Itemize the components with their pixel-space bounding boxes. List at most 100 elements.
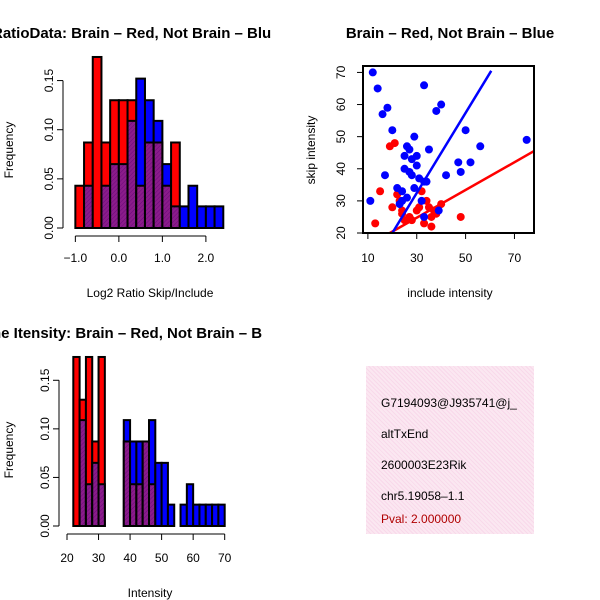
point-brain xyxy=(415,203,424,212)
point-not-brain xyxy=(398,196,407,205)
scatter-x-tick-label: 30 xyxy=(410,251,424,265)
point-not-brain xyxy=(368,68,377,77)
scatter-y-tick-label: 20 xyxy=(334,226,348,240)
intensity-ylabel: Frequency xyxy=(2,422,16,479)
point-brain xyxy=(390,139,399,148)
intensity-y-tick-label: 0.10 xyxy=(38,417,52,441)
scatter-x-tick-label: 10 xyxy=(361,251,375,265)
ratio-y-tick-label: 0.10 xyxy=(42,118,56,142)
point-brain xyxy=(437,200,446,209)
ratio-y-tick-label: 0.05 xyxy=(42,167,56,191)
point-not-brain xyxy=(410,132,419,141)
point-not-brain xyxy=(466,158,475,167)
point-not-brain xyxy=(476,142,485,151)
point-not-brain xyxy=(373,84,382,93)
intensity-bar-overlap xyxy=(97,483,106,528)
point-not-brain xyxy=(420,212,429,221)
ratio-bar-overlap xyxy=(135,184,146,229)
point-brain xyxy=(456,212,465,221)
point-not-brain xyxy=(407,171,416,180)
intensity-x-tick-label: 50 xyxy=(155,551,169,565)
scatter-x-tick-label: 50 xyxy=(459,251,473,265)
ratio-bar-overlap xyxy=(100,184,112,229)
info-box: G7194093@J935741@j_ altTxEnd 2600003E23R… xyxy=(366,366,534,534)
point-brain xyxy=(376,187,385,196)
ratio-y-tick-label: 0.00 xyxy=(42,216,56,240)
intensity-axes: 20 30 40 50 60 70 0.00 0.05 0.10 0.15 xyxy=(38,368,232,565)
point-not-brain xyxy=(383,103,392,112)
intensity-panel: ne Itensity: Brain – Red, Not Brain – B … xyxy=(0,325,262,600)
point-not-brain xyxy=(437,100,446,109)
scatter-y-tick-label: 40 xyxy=(334,162,348,176)
intensity-x-tick-label: 60 xyxy=(186,551,200,565)
point-not-brain xyxy=(412,151,421,160)
scatter-axes: 10 30 50 70 20 30 40 50 60 70 xyxy=(334,65,535,265)
intensity-x-tick-label: 70 xyxy=(218,551,232,565)
intensity-x-tick-label: 30 xyxy=(92,551,106,565)
fit-line-not-brain xyxy=(391,70,493,233)
point-not-brain xyxy=(424,145,433,154)
scatter-x-tick-label: 70 xyxy=(508,251,522,265)
scatter-y-tick-label: 60 xyxy=(334,98,348,112)
point-brain xyxy=(420,219,429,228)
point-not-brain xyxy=(461,126,470,135)
scatter-content xyxy=(366,68,534,233)
point-not-brain xyxy=(405,145,414,154)
scatter-xlabel: include intensity xyxy=(407,286,492,300)
ratio-bar-overlap xyxy=(143,141,155,229)
ratio-x-tick-label: 0.0 xyxy=(111,251,128,265)
point-not-brain xyxy=(442,171,451,180)
ratio-x-tick-label: 2.0 xyxy=(198,251,215,265)
intensity-x-tick-label: 40 xyxy=(123,551,137,565)
point-not-brain xyxy=(432,106,441,115)
point-not-brain xyxy=(434,206,443,215)
ratio-bar-brain xyxy=(91,55,103,229)
intensity-xlabel: Intensity xyxy=(128,586,173,600)
ratio-xlabel: Log2 Ratio Skip/Include xyxy=(87,286,214,300)
info-id: G7194093@J935741@j_ xyxy=(381,396,517,410)
point-not-brain xyxy=(522,135,531,144)
scatter-ylabel: skip intensity xyxy=(304,116,318,185)
info-gene: 2600003E23Rik xyxy=(381,458,467,472)
point-not-brain xyxy=(400,151,409,160)
point-not-brain xyxy=(366,196,375,205)
point-not-brain xyxy=(454,158,463,167)
ratio-bar-not-brain xyxy=(213,205,225,229)
point-not-brain xyxy=(422,177,431,186)
ratio-bar-overlap xyxy=(83,184,94,229)
intensity-bars xyxy=(72,355,226,528)
ratio-bar-brain xyxy=(74,184,86,229)
point-brain xyxy=(427,222,436,231)
scatter-frame xyxy=(362,65,535,234)
scatter-panel: Brain – Red, Not Brain – Blue 10 30 50 70 20… xyxy=(304,25,554,300)
point-not-brain xyxy=(388,126,397,135)
point-not-brain xyxy=(417,196,426,205)
ratio-bar-overlap xyxy=(152,141,164,229)
point-brain xyxy=(371,219,380,228)
point-not-brain xyxy=(378,110,387,119)
scatter-title: Brain – Red, Not Brain – Blue xyxy=(346,25,554,42)
scatter-plot-area xyxy=(366,68,534,233)
ratio-bar-overlap xyxy=(161,184,173,229)
ratio-bar-not-brain xyxy=(204,205,216,229)
ratio-bar-overlap xyxy=(126,119,138,229)
ratio-bar-not-brain xyxy=(187,184,199,229)
ratio-y-tick-label: 0.15 xyxy=(42,69,56,93)
intensity-bar-not-brain xyxy=(160,461,169,528)
point-not-brain xyxy=(380,171,389,180)
ratio-bar-not-brain xyxy=(196,205,207,229)
ratio-x-tick-label: −1.0 xyxy=(63,251,87,265)
point-not-brain xyxy=(410,184,419,193)
ratio-bar-overlap xyxy=(109,163,120,230)
intensity-bar-not-brain xyxy=(166,503,176,527)
info-type: altTxEnd xyxy=(381,427,429,441)
intensity-title: ne Itensity: Brain – Red, Not Brain – B xyxy=(0,325,262,342)
intensity-bar-not-brain xyxy=(217,503,226,527)
intensity-x-tick-label: 20 xyxy=(60,551,74,565)
intensity-y-tick-label: 0.00 xyxy=(38,514,52,538)
intensity-y-tick-label: 0.05 xyxy=(38,465,52,489)
point-not-brain xyxy=(420,81,429,90)
ratio-title: RatioData: Brain – Red, Not Brain – Blu xyxy=(0,25,271,42)
point-not-brain xyxy=(398,187,407,196)
